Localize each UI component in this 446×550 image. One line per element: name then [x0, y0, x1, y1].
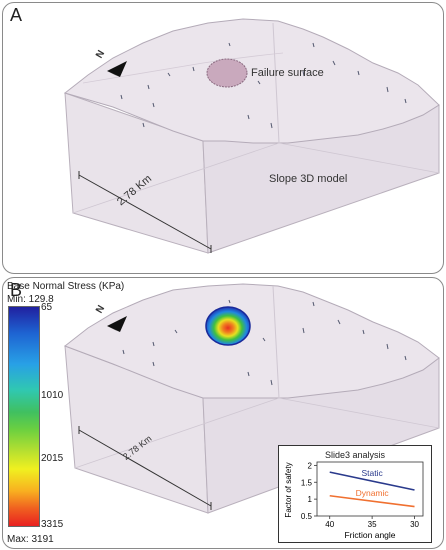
colorbar-tick: 65	[41, 302, 53, 313]
x-tick-label: 40	[325, 520, 334, 529]
ridge-line	[82, 52, 284, 84]
colorbar-title: Base Normal Stress (KPa)	[7, 281, 125, 292]
failure-surface-shape	[206, 58, 248, 88]
x-tick-label: 30	[410, 520, 419, 529]
y-axis-label: Factor of safety	[284, 462, 293, 517]
terrain-marks	[122, 299, 407, 386]
inset-title: Slide3 analysis	[324, 450, 386, 460]
colorbar-max: Max: 3191	[7, 534, 54, 545]
scale-bar-a	[78, 174, 212, 250]
colorbar-tick: 2015	[41, 453, 64, 464]
inner-edge	[272, 22, 280, 144]
terrain-surface	[63, 18, 440, 144]
series-line-dynamic	[329, 494, 415, 508]
panel-a-letter: A	[10, 5, 23, 25]
series-label-dynamic: Dynamic	[356, 488, 390, 498]
terrain-marks	[120, 42, 407, 129]
slope-model-label: Slope 3D model	[269, 173, 348, 185]
inner-edge	[72, 142, 280, 214]
colorbar-tick: 1010	[41, 390, 64, 401]
series-label-static: Static	[361, 468, 383, 478]
inner-edge	[272, 285, 280, 399]
plot-area	[316, 461, 424, 517]
series-line-static	[329, 471, 415, 491]
panel-b: B	[2, 277, 444, 549]
base-stress-map	[205, 306, 251, 346]
terrain-surface	[63, 283, 440, 399]
north-arrow-a	[107, 61, 127, 77]
failure-surface-label: Failure surface	[251, 67, 324, 79]
north-arrow-b	[107, 316, 127, 332]
inset-chart: Slide3 analysis Factor of safety Frictio…	[278, 445, 432, 543]
inner-edge	[74, 397, 280, 469]
y-tick-label: 1.5	[301, 478, 313, 487]
colorbar	[8, 306, 40, 527]
y-tick-label: 0.5	[301, 512, 313, 521]
inset-plot: Factor of safety Friction angle 0.5 1 1.5 2…	[284, 461, 424, 540]
panel-b-letter: B	[10, 280, 23, 300]
colorbar-min: Min: 129.8	[7, 294, 54, 305]
colorbar-tick: 3315	[41, 519, 64, 530]
slope-3d-model-a	[63, 18, 440, 254]
panel-a: A	[2, 2, 444, 274]
slope-3d-model-b	[63, 283, 440, 514]
x-axis-label: Friction angle	[344, 530, 395, 540]
y-tick-label: 1	[308, 495, 313, 504]
inner-edge	[278, 142, 440, 174]
scale-bar-b	[78, 429, 212, 507]
x-tick-label: 35	[368, 520, 377, 529]
inner-edge	[278, 397, 440, 429]
y-tick-label: 2	[308, 461, 313, 470]
